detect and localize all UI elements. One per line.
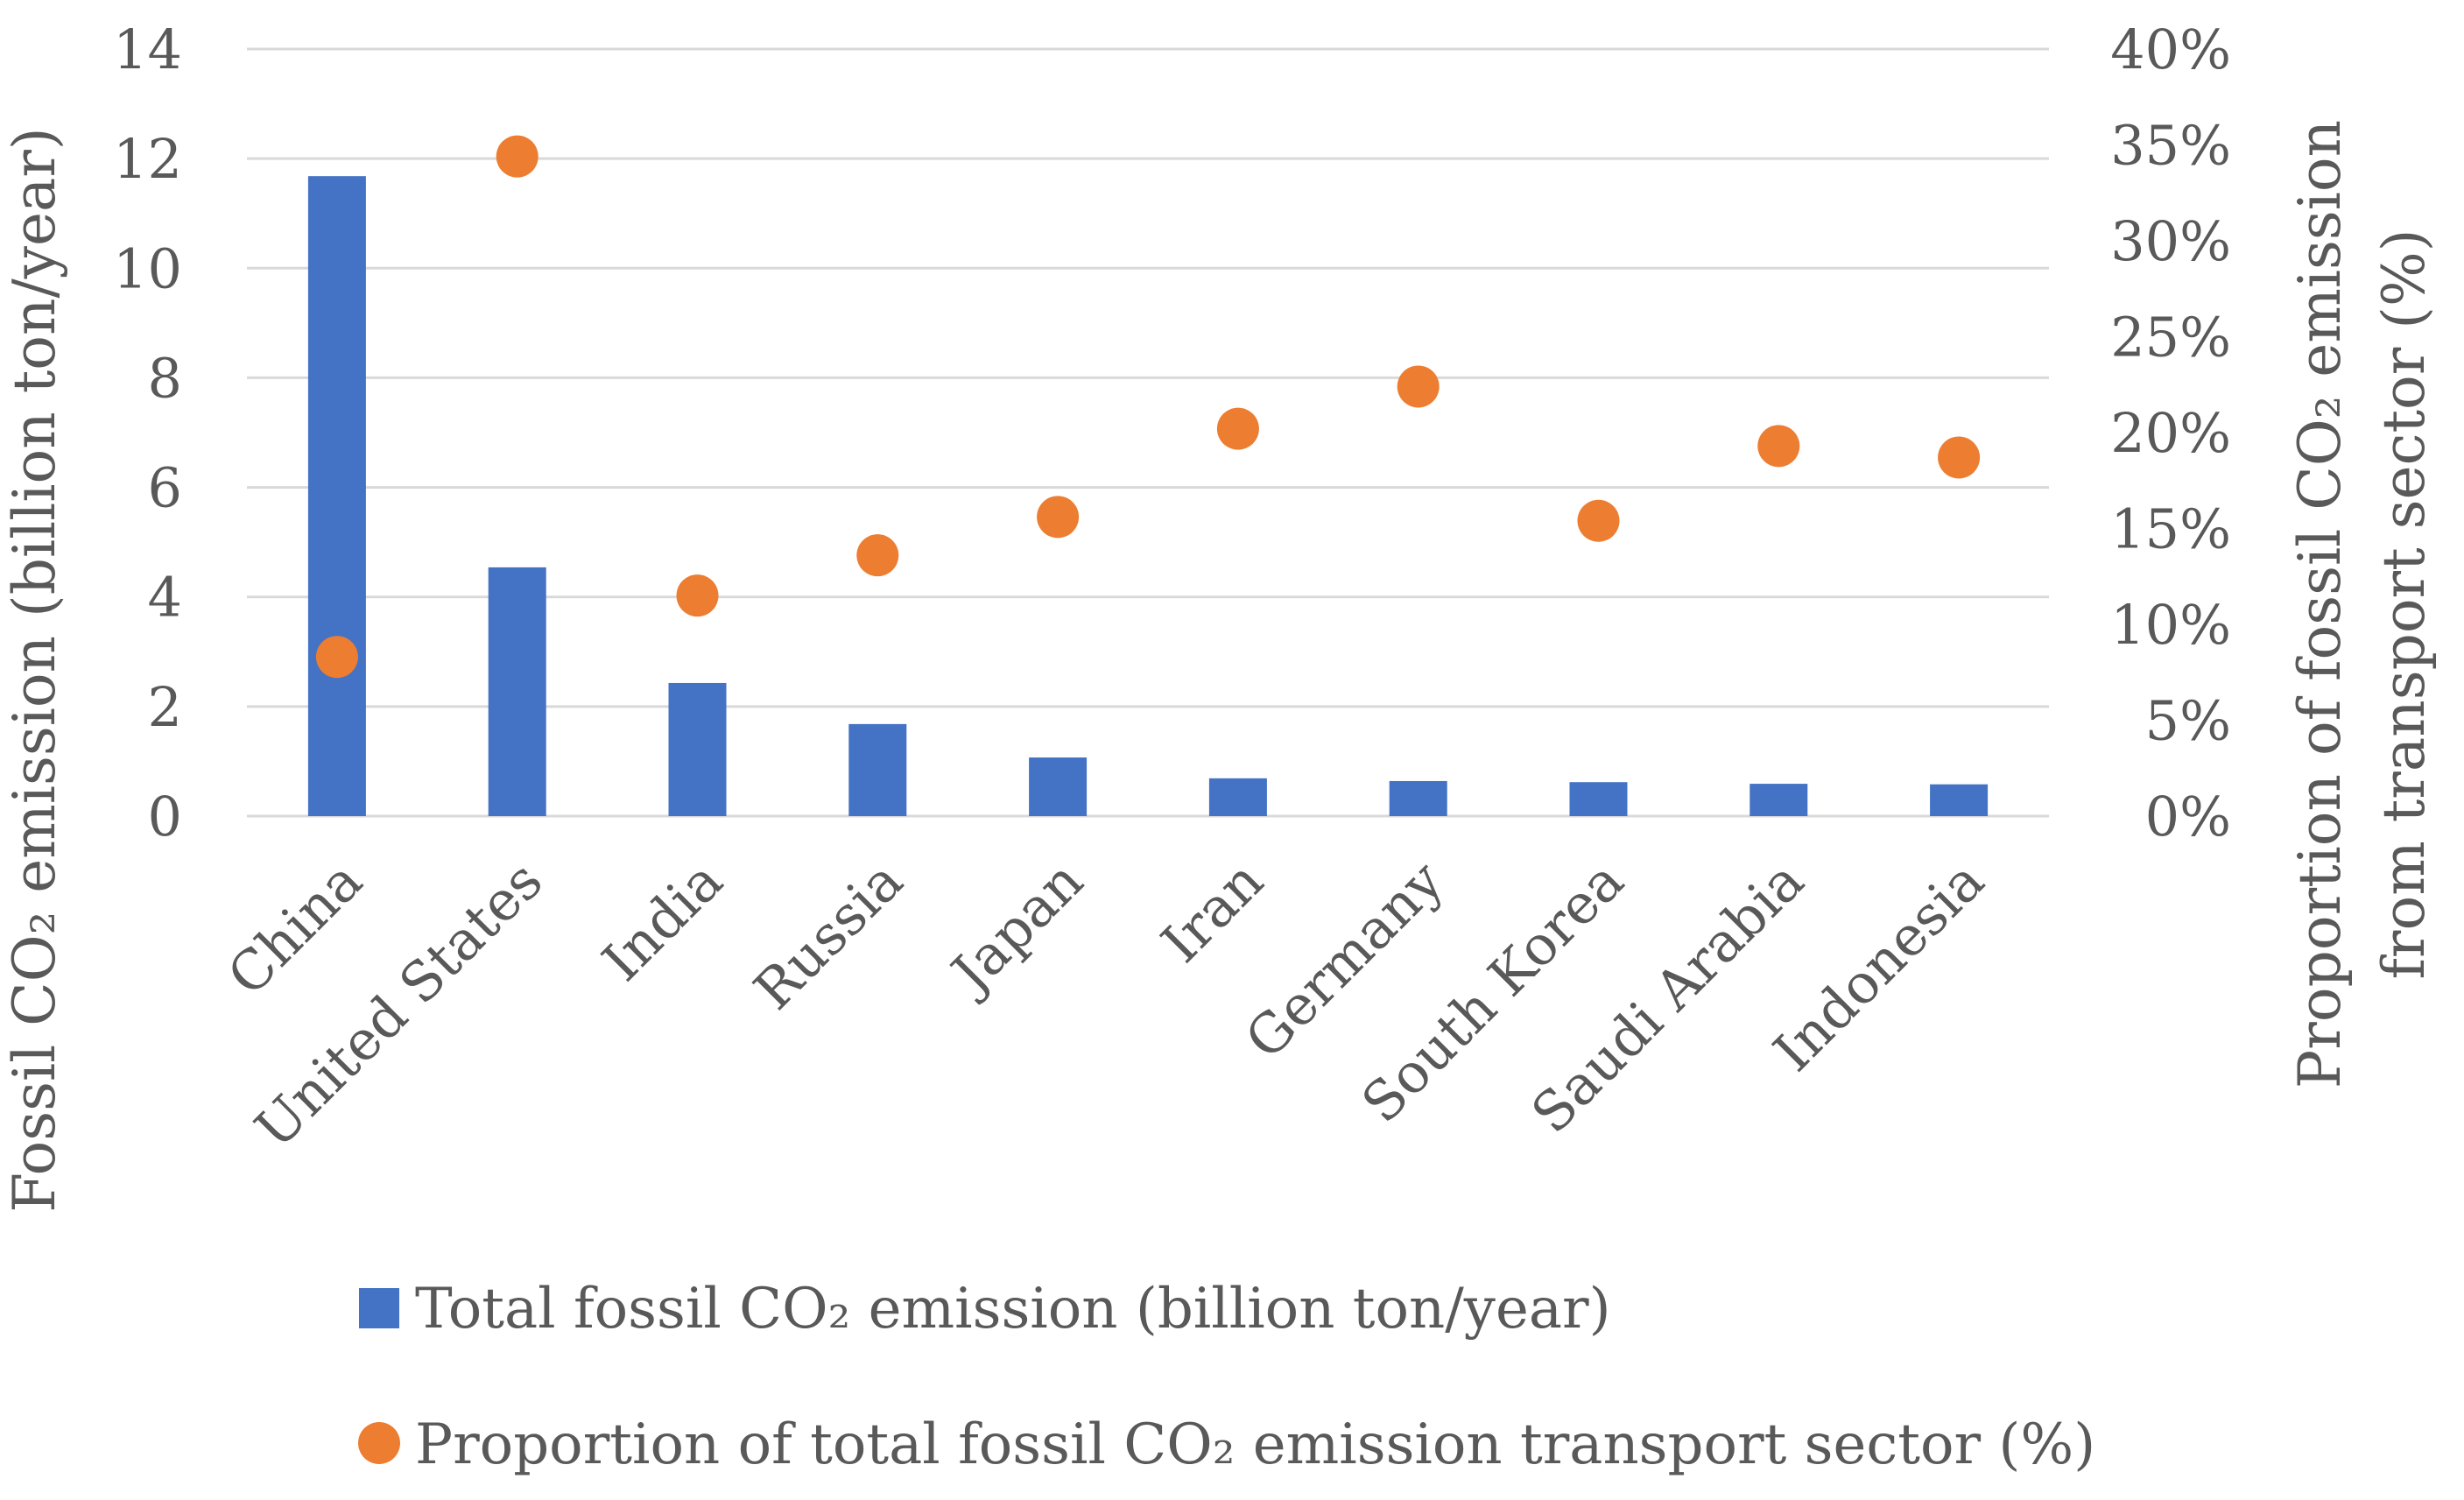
legend-label-dot: Proportion of total fossil CO₂ emission … <box>415 1412 2095 1477</box>
bar-germany <box>1389 780 1447 816</box>
dot-germany <box>1397 365 1440 408</box>
right-tick-label: 15% <box>2110 497 2231 561</box>
right-axis-ticks: 0% 5% 10% 15% 20% 25% 30% 35% 40% <box>2110 18 2231 849</box>
bar-japan <box>1029 757 1088 816</box>
right-tick-label: 0% <box>2145 785 2231 849</box>
category-label: Iran <box>1149 849 1275 975</box>
right-tick-label: 40% <box>2110 18 2231 81</box>
bar-series <box>307 176 1989 816</box>
dot-russia <box>856 534 899 577</box>
bar-indonesia <box>1930 784 1989 816</box>
dot-india <box>676 574 719 617</box>
right-tick-label: 5% <box>2145 689 2231 753</box>
bar-united-states <box>488 567 546 816</box>
dot-saudi-arabia <box>1757 425 1800 468</box>
gridlines <box>247 47 2049 818</box>
left-tick-label: 0 <box>148 785 182 849</box>
right-axis-title-line1: Proportion of fossil CO₂ emission <box>2286 120 2354 1088</box>
legend-marker-dot <box>358 1422 400 1464</box>
dot-south-korea <box>1577 499 1620 542</box>
left-tick-label: 14 <box>113 18 182 81</box>
right-axis-title-line2: from transport sector (%) <box>2370 229 2438 979</box>
scatter-series <box>315 135 1981 679</box>
right-tick-label: 10% <box>2110 593 2231 657</box>
right-tick-label: 20% <box>2110 401 2231 465</box>
bar-iran <box>1208 778 1267 816</box>
bar-saudi-arabia <box>1749 784 1808 816</box>
legend-marker-bar <box>359 1288 399 1328</box>
left-tick-label: 6 <box>148 456 182 520</box>
dot-china <box>315 636 358 679</box>
legend: Total fossil CO₂ emission (billion ton/y… <box>358 1277 2095 1477</box>
legend-label-bar: Total fossil CO₂ emission (billion ton/y… <box>415 1277 1611 1342</box>
right-tick-label: 30% <box>2110 209 2231 273</box>
dot-united-states <box>496 135 539 178</box>
left-tick-label: 12 <box>113 127 182 191</box>
left-tick-label: 4 <box>148 566 182 630</box>
right-tick-label: 35% <box>2110 114 2231 178</box>
left-tick-label: 10 <box>113 236 182 300</box>
category-label: India <box>590 849 735 993</box>
bar-south-korea <box>1569 782 1628 816</box>
bar-russia <box>848 723 907 816</box>
bar-india <box>668 682 727 816</box>
category-label: China <box>215 849 375 1008</box>
category-label: Japan <box>936 849 1095 1008</box>
left-axis-ticks: 0 2 4 6 8 10 12 14 <box>113 18 182 849</box>
dot-indonesia <box>1938 436 1981 479</box>
left-axis-title: Fossil CO₂ emission (billion ton/year) <box>1 127 68 1212</box>
left-tick-label: 2 <box>148 675 182 739</box>
category-label: Russia <box>742 849 915 1022</box>
bar-china <box>307 176 366 816</box>
dot-japan <box>1037 496 1080 539</box>
right-tick-label: 25% <box>2110 306 2231 370</box>
left-tick-label: 8 <box>148 346 182 410</box>
dot-iran <box>1216 407 1259 450</box>
